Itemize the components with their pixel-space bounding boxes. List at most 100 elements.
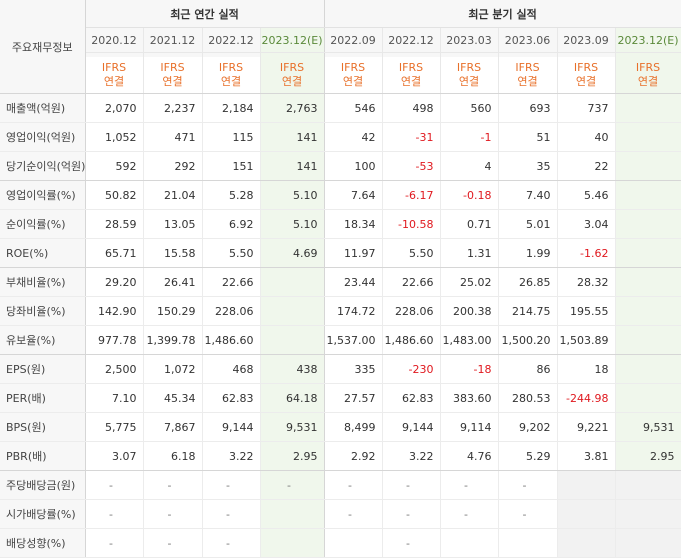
value-cell: 29.20 <box>85 267 144 297</box>
value-cell: 2,184 <box>202 93 261 123</box>
value-cell: 26.41 <box>143 267 203 297</box>
value-cell: - <box>382 499 441 529</box>
value-cell: 1,072 <box>143 354 203 384</box>
period-header: 2020.12 <box>85 27 144 53</box>
value-cell: 5.01 <box>498 209 558 239</box>
value-cell: 9,114 <box>440 412 499 442</box>
value-cell: 6.92 <box>202 209 261 239</box>
value-cell: 174.72 <box>324 296 383 326</box>
value-cell <box>498 528 558 558</box>
ifrs-label-line1: IFRS <box>160 61 185 74</box>
ifrs-label-line1: IFRS <box>101 61 127 74</box>
ifrs-label-line2: 연결 <box>458 75 480 88</box>
header-gap-cell <box>85 52 144 57</box>
value-cell <box>615 122 681 152</box>
value-cell: -53 <box>382 151 441 181</box>
value-cell: 7.64 <box>324 180 383 210</box>
value-cell: 280.53 <box>498 383 558 413</box>
value-cell: 50.82 <box>85 180 144 210</box>
value-cell: 11.97 <box>324 238 383 268</box>
value-cell: 9,221 <box>557 412 616 442</box>
row-label: PBR(배) <box>0 441 86 471</box>
value-cell: 45.34 <box>143 383 203 413</box>
value-cell: - <box>85 499 144 529</box>
value-cell: 1,486.60 <box>202 325 261 355</box>
ifrs-label-line2: 연결 <box>342 75 364 88</box>
value-cell: 546 <box>324 93 383 123</box>
period-header: 2023.06 <box>498 27 558 53</box>
value-cell: 28.32 <box>557 267 616 297</box>
value-cell: - <box>440 470 499 500</box>
value-cell: 2.95 <box>615 441 681 471</box>
value-cell: - <box>260 470 325 500</box>
value-cell: 1,483.00 <box>440 325 499 355</box>
period-header-row: 2020.12 2021.12 2022.12 2023.12(E) 2022.09 20… <box>0 27 681 53</box>
value-cell: 22.66 <box>382 267 441 297</box>
row-label: PER(배) <box>0 383 86 413</box>
row-label: 영업이익률(%) <box>0 180 86 210</box>
ifrs-basis-label: IFRS 연결 <box>615 57 681 94</box>
value-cell: 4.76 <box>440 441 499 471</box>
value-cell: 5.10 <box>260 209 325 239</box>
value-cell: 3.04 <box>557 209 616 239</box>
value-cell: 498 <box>382 93 441 123</box>
value-cell: 9,202 <box>498 412 558 442</box>
value-cell: 9,531 <box>615 412 681 442</box>
ifrs-label-line2: 연결 <box>220 75 242 88</box>
value-cell: 560 <box>440 93 499 123</box>
value-cell: 100 <box>324 151 383 181</box>
ifrs-label-line2: 연결 <box>103 75 125 88</box>
value-cell <box>615 499 681 529</box>
value-cell <box>615 354 681 384</box>
ifrs-basis-label: IFRS 연결 <box>498 57 558 94</box>
row-label: 순이익률(%) <box>0 209 86 239</box>
value-cell: 977.78 <box>85 325 144 355</box>
header-gap-row <box>0 52 681 57</box>
table-row: 주당배당금(원) - - - - - - - - <box>0 470 681 500</box>
value-cell: 9,531 <box>260 412 325 442</box>
value-cell: 5.46 <box>557 180 616 210</box>
table-row: BPS(원) 5,775 7,867 9,144 9,531 8,499 9,144 9,11… <box>0 412 681 442</box>
corner-label: 주요재무정보 <box>0 0 86 94</box>
quarter-group-header: 최근 분기 실적 <box>324 0 681 28</box>
value-cell: 62.83 <box>382 383 441 413</box>
value-cell <box>440 528 499 558</box>
value-cell: 8,499 <box>324 412 383 442</box>
value-cell: 13.05 <box>143 209 203 239</box>
value-cell: - <box>324 499 383 529</box>
ifrs-label-line1: IFRS <box>218 61 244 74</box>
table-row: 순이익률(%) 28.59 13.05 6.92 5.10 18.34 -10.58 0.71… <box>0 209 681 239</box>
value-cell: -6.17 <box>382 180 441 210</box>
value-cell <box>557 470 616 500</box>
value-cell <box>615 296 681 326</box>
value-cell: - <box>202 470 261 500</box>
value-cell <box>615 528 681 558</box>
value-cell: 23.44 <box>324 267 383 297</box>
value-cell: 1.31 <box>440 238 499 268</box>
value-cell: - <box>143 499 203 529</box>
value-cell: 2,070 <box>85 93 144 123</box>
row-label: 당기순이익(억원) <box>0 151 86 181</box>
value-cell: 3.81 <box>557 441 616 471</box>
financial-rows: 매출액(억원) 2,070 2,237 2,184 2,763 546 498 560 693 7… <box>0 93 681 558</box>
value-cell: - <box>85 470 144 500</box>
table-row: 유보율(%) 977.78 1,399.78 1,486.60 1,537.00 1,48… <box>0 325 681 355</box>
period-header: 2022.12 <box>202 27 261 53</box>
ifrs-label-line2: 연결 <box>400 75 422 88</box>
ifrs-label-line2: 연결 <box>637 75 659 88</box>
ifrs-basis-label: IFRS 연결 <box>85 57 144 94</box>
ifrs-label-line1: IFRS <box>635 61 661 74</box>
value-cell: 27.57 <box>324 383 383 413</box>
header-gap-cell <box>557 52 616 57</box>
value-cell: - <box>85 528 144 558</box>
value-cell: 228.06 <box>382 296 441 326</box>
table-row: ROE(%) 65.71 15.58 5.50 4.69 11.97 5.50 1.31 1.9… <box>0 238 681 268</box>
value-cell: 5.29 <box>498 441 558 471</box>
value-cell: 1,486.60 <box>382 325 441 355</box>
period-header: 2022.12 <box>382 27 441 53</box>
value-cell: 35 <box>498 151 558 181</box>
value-cell: 5,775 <box>85 412 144 442</box>
value-cell: 200.38 <box>440 296 499 326</box>
ifrs-basis-label: IFRS 연결 <box>202 57 261 94</box>
value-cell: 1,399.78 <box>143 325 203 355</box>
